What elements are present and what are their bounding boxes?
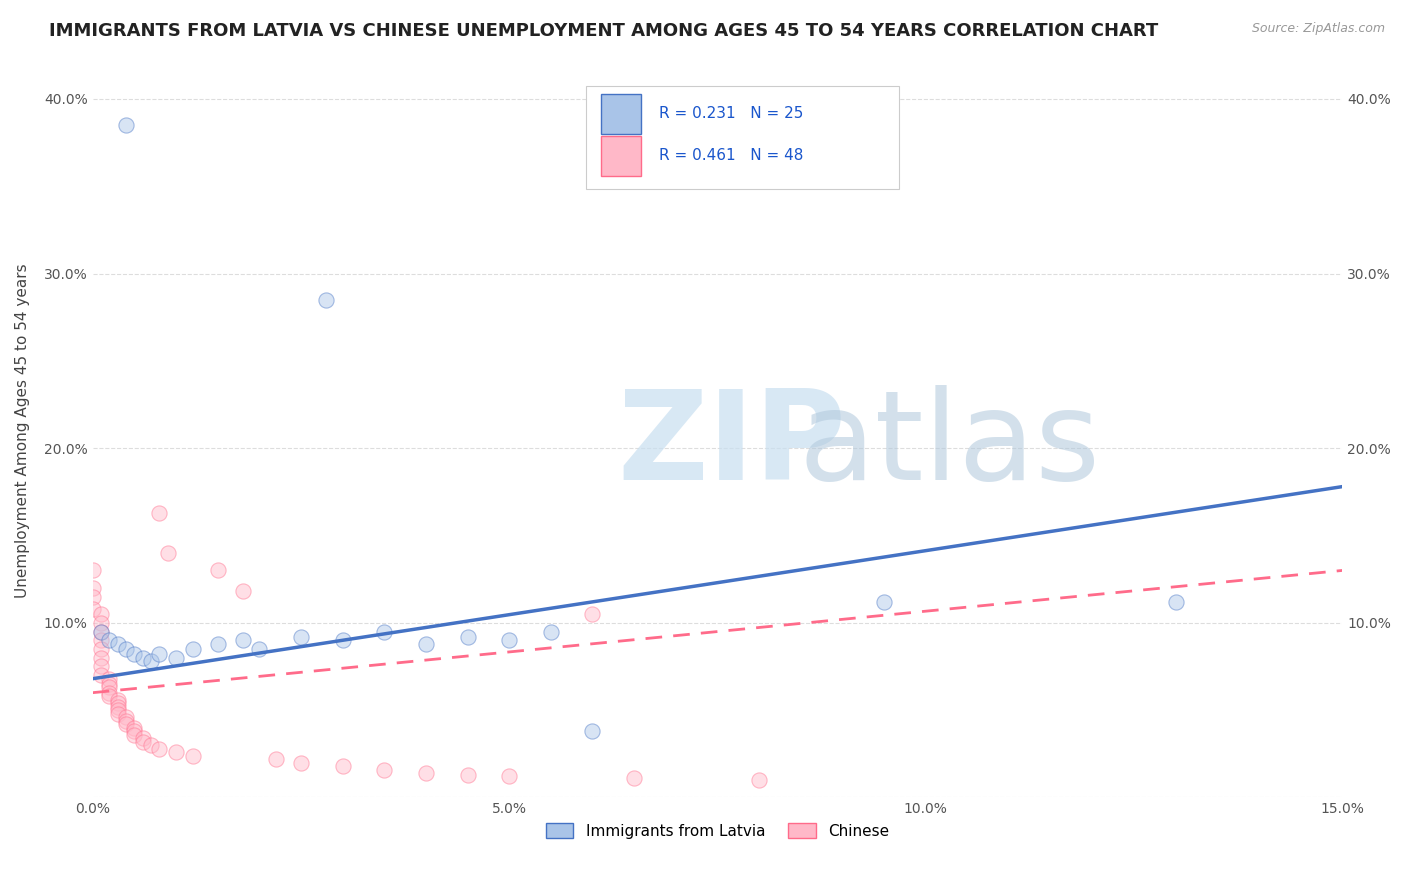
- Point: [139, 738, 162, 752]
- Point: [332, 633, 354, 648]
- Point: [1164, 595, 1187, 609]
- Point: [107, 706, 129, 721]
- Point: [90, 668, 112, 682]
- Point: [131, 731, 153, 745]
- Point: [332, 759, 354, 773]
- Point: [107, 696, 129, 710]
- Text: R = 0.231   N = 25: R = 0.231 N = 25: [659, 106, 803, 121]
- Point: [124, 647, 146, 661]
- Point: [457, 768, 479, 782]
- Point: [148, 741, 170, 756]
- Point: [131, 734, 153, 748]
- Point: [156, 546, 179, 560]
- Point: [115, 118, 138, 132]
- Point: [90, 633, 112, 648]
- Point: [107, 699, 129, 714]
- Point: [165, 745, 187, 759]
- Point: [165, 650, 187, 665]
- Point: [115, 642, 138, 657]
- Point: [232, 633, 254, 648]
- Point: [498, 770, 520, 784]
- Point: [107, 703, 129, 717]
- Point: [181, 748, 204, 763]
- Point: [207, 637, 229, 651]
- Point: [90, 659, 112, 673]
- Point: [82, 581, 104, 595]
- Point: [90, 650, 112, 665]
- Legend: Immigrants from Latvia, Chinese: Immigrants from Latvia, Chinese: [540, 816, 896, 845]
- Point: [264, 752, 287, 766]
- Point: [623, 771, 645, 785]
- Text: ZIP: ZIP: [617, 385, 846, 506]
- FancyBboxPatch shape: [602, 136, 641, 176]
- Point: [457, 630, 479, 644]
- Point: [748, 772, 770, 787]
- Point: [415, 637, 437, 651]
- Point: [290, 756, 312, 770]
- Point: [90, 607, 112, 621]
- Point: [498, 633, 520, 648]
- FancyBboxPatch shape: [586, 86, 898, 189]
- Point: [98, 686, 121, 700]
- Point: [581, 724, 603, 739]
- Point: [90, 624, 112, 639]
- Text: Source: ZipAtlas.com: Source: ZipAtlas.com: [1251, 22, 1385, 36]
- Point: [90, 624, 112, 639]
- Point: [247, 642, 270, 657]
- Point: [148, 506, 170, 520]
- Point: [98, 672, 121, 686]
- Point: [98, 633, 121, 648]
- Point: [581, 607, 603, 621]
- Point: [115, 714, 138, 728]
- Point: [82, 590, 104, 604]
- Point: [207, 564, 229, 578]
- Y-axis label: Unemployment Among Ages 45 to 54 years: Unemployment Among Ages 45 to 54 years: [15, 263, 30, 598]
- Text: IMMIGRANTS FROM LATVIA VS CHINESE UNEMPLOYMENT AMONG AGES 45 TO 54 YEARS CORRELA: IMMIGRANTS FROM LATVIA VS CHINESE UNEMPL…: [49, 22, 1159, 40]
- Point: [98, 681, 121, 695]
- Point: [82, 602, 104, 616]
- Point: [873, 595, 896, 609]
- Text: atlas: atlas: [799, 385, 1101, 506]
- Point: [373, 763, 395, 777]
- Point: [540, 624, 562, 639]
- Point: [82, 564, 104, 578]
- Point: [115, 710, 138, 724]
- Text: R = 0.461   N = 48: R = 0.461 N = 48: [659, 148, 803, 163]
- Point: [373, 624, 395, 639]
- Point: [107, 637, 129, 651]
- Point: [124, 724, 146, 739]
- Point: [124, 721, 146, 735]
- Point: [115, 717, 138, 731]
- Point: [124, 728, 146, 742]
- Point: [90, 642, 112, 657]
- Point: [98, 677, 121, 691]
- Point: [315, 293, 337, 307]
- Point: [131, 650, 153, 665]
- Point: [98, 689, 121, 703]
- Point: [415, 766, 437, 780]
- Point: [290, 630, 312, 644]
- Point: [107, 692, 129, 706]
- Point: [232, 584, 254, 599]
- Point: [90, 615, 112, 630]
- FancyBboxPatch shape: [602, 94, 641, 134]
- Point: [181, 642, 204, 657]
- Point: [148, 647, 170, 661]
- Point: [139, 654, 162, 668]
